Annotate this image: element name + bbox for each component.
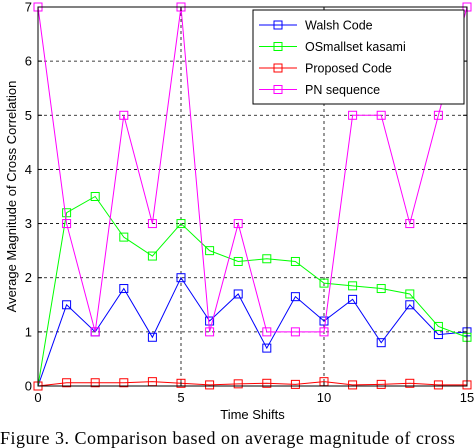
data-point xyxy=(262,343,272,353)
data-point xyxy=(176,378,186,388)
y-tick-label: 6 xyxy=(25,54,32,69)
data-point xyxy=(348,294,358,304)
data-point xyxy=(376,379,386,389)
x-tick-label: 10 xyxy=(317,390,331,405)
data-point xyxy=(176,273,186,283)
data-point xyxy=(205,327,215,337)
x-axis-label: Time Shifts xyxy=(220,407,285,422)
series-line xyxy=(37,381,467,387)
data-point xyxy=(405,378,415,388)
y-tick-label: 5 xyxy=(25,108,32,123)
data-point xyxy=(205,316,215,326)
data-point xyxy=(290,292,300,302)
y-tick-label: 0 xyxy=(25,379,32,394)
data-point xyxy=(376,110,386,120)
data-point xyxy=(147,219,157,229)
data-point xyxy=(119,110,129,120)
data-point xyxy=(233,289,243,299)
legend-entry: PN sequence xyxy=(259,83,380,97)
legend-entry: Walsh Code xyxy=(259,19,373,33)
y-tick-label: 4 xyxy=(25,162,32,177)
data-point xyxy=(262,378,272,388)
legend-marker xyxy=(273,63,283,73)
legend: Walsh Code OSmallset kasami Proposed Code P… xyxy=(252,9,465,105)
data-point xyxy=(233,219,243,229)
data-point xyxy=(348,281,358,291)
legend-marker xyxy=(273,20,283,30)
data-point xyxy=(290,256,300,266)
data-point xyxy=(405,219,415,229)
legend-entry: OSmallset kasami xyxy=(259,40,406,54)
series-line xyxy=(37,276,468,387)
data-point xyxy=(233,379,243,389)
y-axis-label: Average Magnitude of Cross Correlation xyxy=(4,81,19,313)
data-point xyxy=(119,378,129,388)
data-point xyxy=(319,327,329,337)
data-point xyxy=(433,110,443,120)
data-point xyxy=(90,378,100,388)
y-tick-label: 7 xyxy=(25,0,32,15)
y-tick-label: 3 xyxy=(25,216,32,231)
data-point xyxy=(176,219,186,229)
data-point xyxy=(62,378,72,388)
data-point xyxy=(62,208,72,218)
data-point xyxy=(119,284,129,294)
data-point xyxy=(147,332,157,342)
series-0 xyxy=(33,273,472,391)
ticks: 0 5 10 15 0 1 2 3 4 5 6 7 xyxy=(25,0,474,405)
data-point xyxy=(233,256,243,266)
data-point xyxy=(405,289,415,299)
plot-frame xyxy=(37,6,468,387)
data-point xyxy=(62,219,72,229)
data-point xyxy=(376,284,386,294)
data-point xyxy=(147,251,157,261)
data-point xyxy=(262,327,272,337)
data-point xyxy=(90,192,100,201)
data-point xyxy=(348,380,358,390)
series-line xyxy=(37,195,468,387)
legend-label: Proposed Code xyxy=(305,62,392,76)
legend-label: Walsh Code xyxy=(305,19,373,33)
data-point xyxy=(290,327,300,337)
data-point xyxy=(290,379,300,389)
legend-entry: Proposed Code xyxy=(259,62,392,76)
legend-marker xyxy=(273,85,283,94)
series-2 xyxy=(33,377,472,391)
y-tick-label: 1 xyxy=(25,324,32,339)
data-point xyxy=(376,338,386,348)
x-tick-label: 15 xyxy=(460,390,474,405)
legend-marker xyxy=(273,42,283,51)
data-point xyxy=(62,300,72,310)
legend-box xyxy=(252,9,465,105)
legend-label: OSmallset kasami xyxy=(305,40,406,54)
y-tick-label: 2 xyxy=(25,270,32,285)
data-point xyxy=(205,246,215,256)
figure-caption: Figure 3. Comparison based on average ma… xyxy=(0,428,456,448)
data-point xyxy=(405,300,415,310)
data-point xyxy=(433,321,443,331)
legend-label: PN sequence xyxy=(305,83,380,97)
data-point xyxy=(319,278,329,288)
x-tick-label: 5 xyxy=(177,390,184,405)
x-tick-label: 0 xyxy=(34,390,41,405)
data-point xyxy=(205,380,215,390)
data-point xyxy=(319,316,329,326)
series-3 xyxy=(33,2,472,337)
data-point xyxy=(90,327,100,337)
data-point xyxy=(262,254,272,264)
series-line xyxy=(37,6,468,333)
data-point xyxy=(348,110,358,120)
data-point xyxy=(119,232,129,242)
data-point xyxy=(433,380,443,390)
chart: 0 5 10 15 0 1 2 3 4 5 6 7 Time Shifts Average Magni… xyxy=(4,0,474,422)
